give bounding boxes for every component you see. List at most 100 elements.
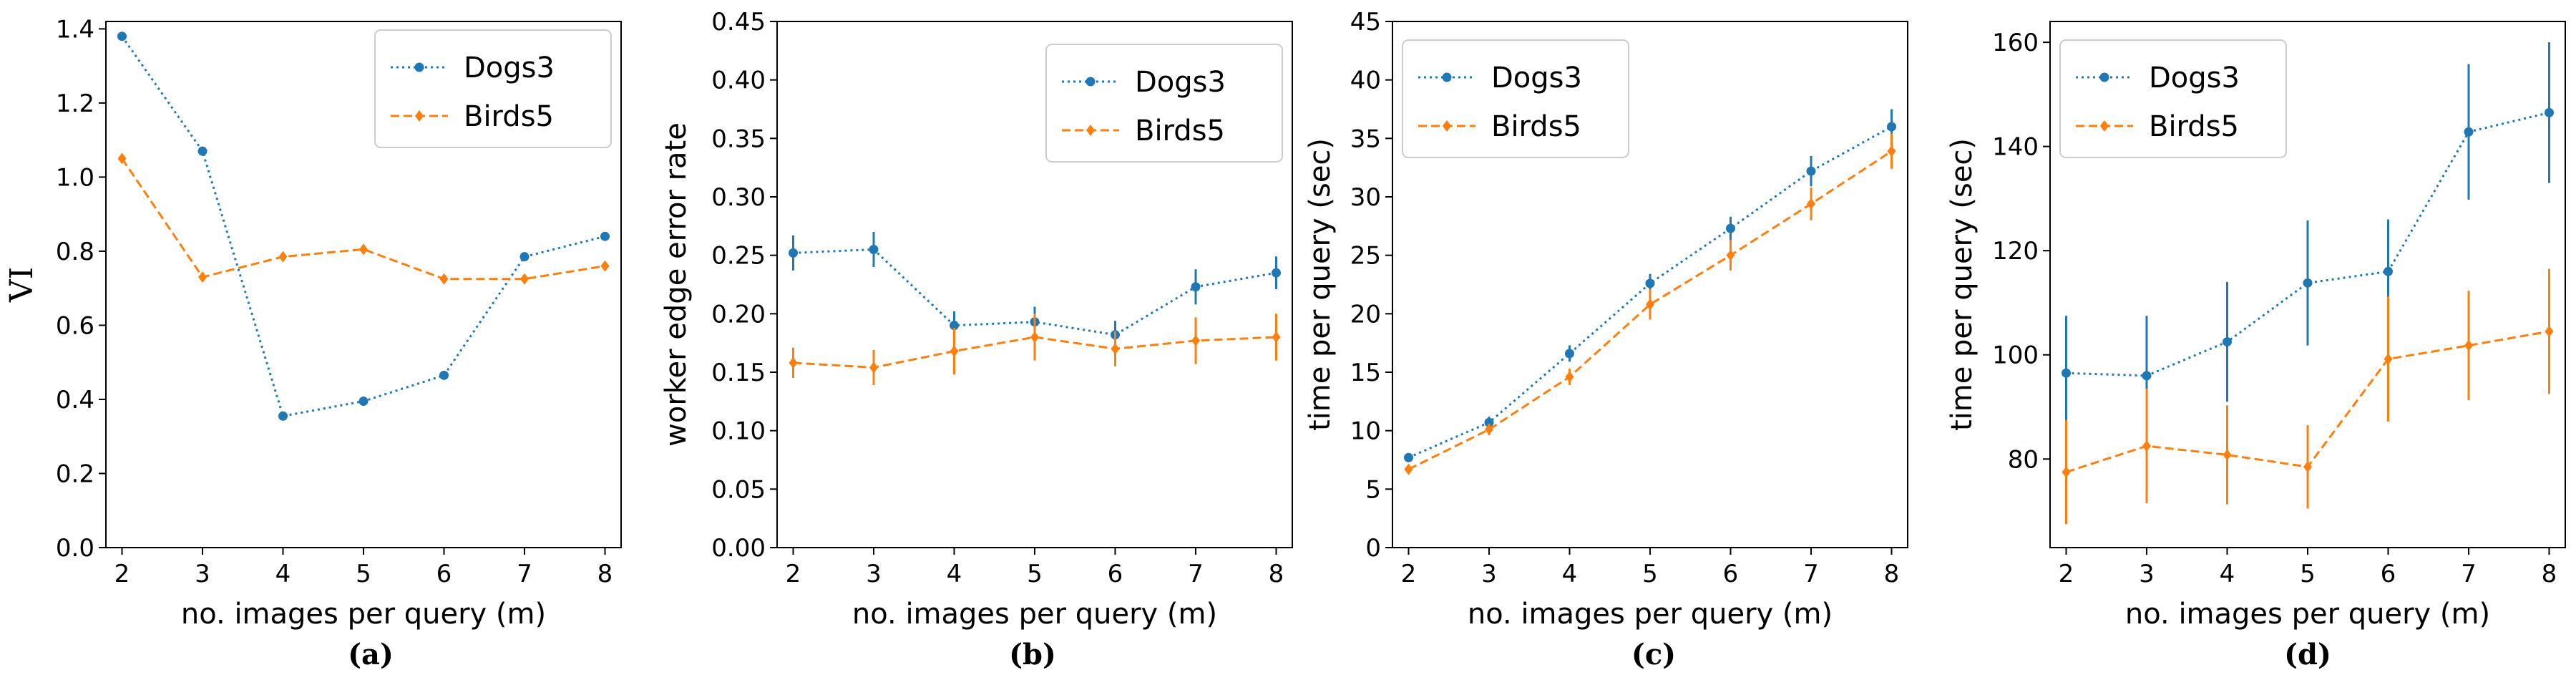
series-dogs3 bbox=[1404, 109, 1896, 462]
panel-caption: (d) bbox=[2284, 638, 2331, 671]
y-tick-label: 0.05 bbox=[711, 475, 766, 504]
legend-marker bbox=[2099, 72, 2109, 82]
data-point bbox=[1272, 268, 1281, 278]
y-tick-label: 10 bbox=[1350, 417, 1381, 446]
legend-label: Birds5 bbox=[1491, 110, 1581, 143]
series-dogs3 bbox=[117, 31, 610, 421]
y-tick-label: 5 bbox=[1365, 475, 1381, 504]
data-point bbox=[600, 260, 610, 272]
y-axis-label: worker edge error rate bbox=[660, 122, 693, 447]
legend-label: Birds5 bbox=[464, 100, 554, 133]
data-point bbox=[2464, 127, 2474, 137]
x-axis-label: no. images per query (m) bbox=[852, 598, 1217, 631]
data-point bbox=[1485, 424, 1493, 436]
y-tick-label: 120 bbox=[1992, 237, 2039, 266]
data-point bbox=[1726, 223, 1735, 233]
data-point bbox=[1484, 417, 1494, 427]
y-tick-label: 1.4 bbox=[56, 15, 94, 44]
series-birds5 bbox=[1404, 133, 1896, 475]
x-tick-label: 3 bbox=[2139, 560, 2155, 588]
data-point bbox=[1111, 343, 1120, 355]
x-tick-label: 4 bbox=[275, 560, 291, 588]
y-tick-label: 0.40 bbox=[711, 67, 766, 95]
series-birds5 bbox=[789, 314, 1281, 385]
legend-marker bbox=[1086, 125, 1095, 136]
legend-marker bbox=[1442, 72, 1452, 82]
data-point bbox=[1807, 198, 1815, 210]
data-point bbox=[2303, 461, 2312, 473]
y-tick-label: 15 bbox=[1350, 359, 1381, 387]
legend-label: Dogs3 bbox=[2149, 62, 2240, 94]
x-tick-label: 4 bbox=[947, 560, 962, 588]
data-point bbox=[2142, 371, 2152, 381]
y-tick-label: 30 bbox=[1350, 183, 1381, 212]
data-point bbox=[1272, 331, 1281, 343]
y-tick-label: 80 bbox=[2008, 445, 2039, 474]
panel-caption: (a) bbox=[348, 638, 394, 671]
data-point bbox=[1404, 463, 1413, 475]
data-point bbox=[1646, 298, 1654, 311]
legend-frame bbox=[374, 29, 612, 148]
data-point bbox=[2062, 466, 2071, 478]
legend-label: Dogs3 bbox=[1135, 66, 1226, 99]
data-point bbox=[197, 146, 208, 156]
legend-frame bbox=[2059, 39, 2287, 158]
y-tick-label: 0.20 bbox=[711, 300, 766, 329]
data-point bbox=[869, 361, 878, 374]
legend-label: Birds5 bbox=[2149, 110, 2239, 143]
data-point bbox=[1030, 331, 1039, 343]
data-point bbox=[2303, 278, 2313, 288]
x-tick-label: 8 bbox=[1884, 560, 1900, 588]
x-tick-label: 5 bbox=[1027, 560, 1043, 588]
data-point bbox=[278, 411, 288, 421]
x-tick-label: 4 bbox=[2220, 560, 2235, 588]
y-tick-label: 35 bbox=[1350, 125, 1381, 153]
y-tick-label: 1.2 bbox=[56, 89, 94, 118]
x-tick-label: 3 bbox=[195, 560, 210, 588]
y-tick-label: 0.10 bbox=[711, 417, 766, 446]
x-axis-label: no. images per query (m) bbox=[181, 598, 546, 631]
legend-marker bbox=[415, 110, 424, 122]
y-tick-label: 0.30 bbox=[711, 183, 766, 212]
y-tick-label: 25 bbox=[1350, 242, 1381, 271]
data-point bbox=[359, 243, 368, 256]
y-tick-label: 0 bbox=[1365, 534, 1381, 563]
y-tick-label: 20 bbox=[1350, 300, 1381, 329]
y-tick-label: 0.8 bbox=[56, 238, 94, 266]
legend-marker bbox=[1443, 120, 1451, 132]
data-point bbox=[117, 152, 127, 165]
legend-label: Birds5 bbox=[1135, 115, 1225, 147]
data-point bbox=[1645, 278, 1655, 288]
series-line bbox=[121, 157, 605, 281]
data-point bbox=[2062, 368, 2071, 378]
data-point bbox=[519, 252, 530, 262]
data-point bbox=[439, 273, 449, 285]
x-tick-label: 8 bbox=[597, 560, 613, 588]
x-tick-label: 8 bbox=[2542, 560, 2557, 588]
x-tick-label: 2 bbox=[1401, 560, 1417, 588]
y-tick-label: 100 bbox=[1992, 341, 2039, 370]
data-point bbox=[2223, 449, 2232, 461]
x-tick-label: 4 bbox=[1562, 560, 1578, 588]
data-point bbox=[950, 321, 959, 331]
y-tick-label: 0.35 bbox=[711, 125, 766, 153]
legend-label: Dogs3 bbox=[1491, 62, 1582, 94]
x-tick-label: 6 bbox=[1108, 560, 1123, 588]
data-point bbox=[2545, 325, 2554, 337]
series-birds5 bbox=[117, 152, 610, 285]
data-point bbox=[950, 345, 959, 357]
panel-caption: (b) bbox=[1009, 638, 1056, 671]
y-tick-label: 45 bbox=[1350, 8, 1381, 37]
data-point bbox=[789, 356, 798, 369]
legend: Dogs3 Birds5 bbox=[1402, 39, 1629, 158]
data-point bbox=[358, 397, 369, 407]
data-point bbox=[1726, 249, 1735, 261]
x-tick-label: 3 bbox=[1481, 560, 1497, 588]
y-axis-label: time per query (sec) bbox=[1304, 138, 1337, 431]
y-tick-label: 40 bbox=[1350, 67, 1381, 95]
x-tick-label: 6 bbox=[436, 560, 452, 588]
x-tick-label: 3 bbox=[866, 560, 882, 588]
data-point bbox=[1565, 371, 1574, 383]
